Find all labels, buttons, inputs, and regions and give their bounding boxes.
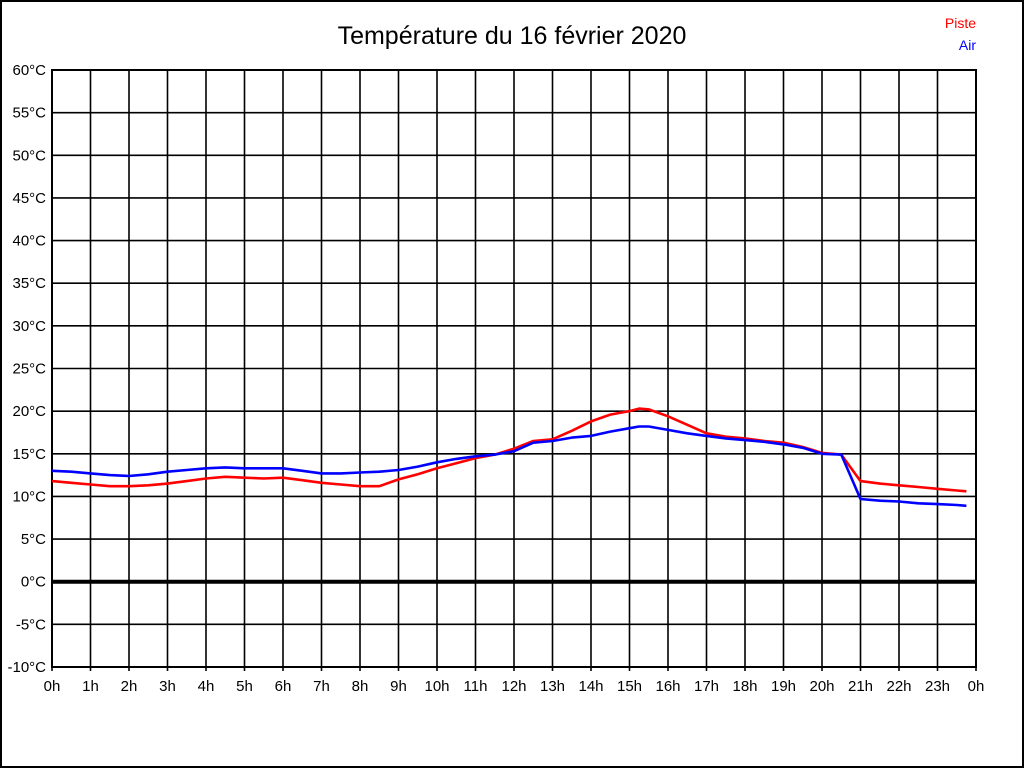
x-tick-label: 4h — [198, 678, 215, 695]
x-tick-label: 19h — [771, 678, 796, 695]
y-tick-label: 35°C — [12, 275, 46, 292]
x-tick-label: 8h — [352, 678, 369, 695]
x-tick-label: 17h — [694, 678, 719, 695]
x-tick-label: 5h — [236, 678, 253, 695]
x-tick-label: 22h — [886, 678, 911, 695]
x-tick-label: 20h — [809, 678, 834, 695]
chart-legend: Piste Air — [945, 12, 976, 56]
y-tick-label: 0°C — [21, 574, 46, 591]
legend-item-piste: Piste — [944, 15, 976, 31]
x-tick-label: 6h — [275, 678, 292, 695]
x-tick-label: 11h — [464, 678, 488, 695]
x-tick-label: 7h — [313, 678, 330, 695]
chart-title: Température du 16 février 2020 — [337, 22, 687, 50]
y-tick-label: 25°C — [12, 361, 46, 378]
x-tick-label: 14h — [578, 678, 603, 695]
legend-item-air: Air — [958, 37, 976, 53]
x-tick-label: 0h — [968, 678, 985, 695]
x-tick-label: 13h — [540, 678, 565, 695]
x-tick-label: 2h — [121, 678, 138, 695]
x-tick-label: 16h — [655, 678, 680, 695]
y-tick-label: 60°C — [12, 62, 46, 79]
x-tick-label: 23h — [925, 678, 950, 695]
x-tick-label: 9h — [390, 678, 407, 695]
x-tick-label: 1h — [82, 678, 99, 695]
y-tick-label: 5°C — [21, 531, 46, 548]
y-tick-label: 50°C — [12, 147, 46, 164]
y-tick-label: -10°C — [7, 659, 46, 676]
series-line-air — [51, 425, 967, 508]
x-tick-label: 12h — [501, 678, 526, 695]
y-tick-label: 15°C — [12, 446, 46, 463]
x-tick-label: 18h — [732, 678, 757, 695]
x-tick-label: 15h — [617, 678, 642, 695]
x-tick-label: 3h — [159, 678, 176, 695]
y-tick-label: 55°C — [12, 105, 46, 122]
y-tick-label: 30°C — [12, 318, 46, 335]
y-tick-label: 10°C — [12, 488, 46, 505]
y-tick-label: 40°C — [12, 233, 46, 250]
y-tick-label: 45°C — [12, 190, 46, 207]
y-tick-label: -5°C — [16, 616, 46, 633]
x-tick-label: 10h — [424, 678, 449, 695]
series-line-piste — [51, 407, 967, 493]
x-tick-label: 0h — [44, 678, 61, 695]
plot-frame — [51, 69, 977, 668]
y-tick-label: 20°C — [12, 403, 46, 420]
x-tick-label: 21h — [848, 678, 873, 695]
